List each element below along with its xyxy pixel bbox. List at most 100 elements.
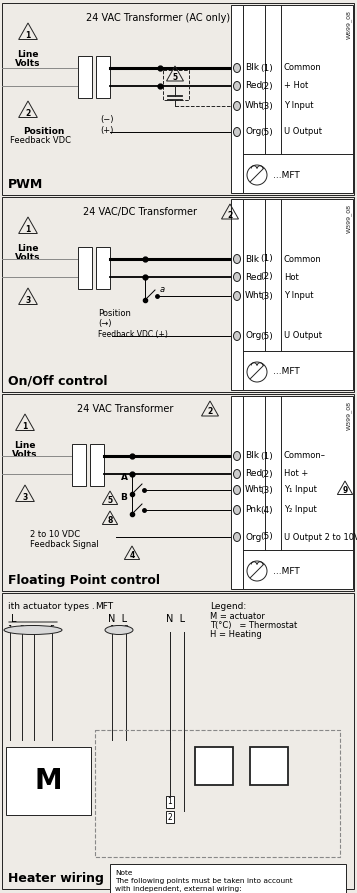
- Bar: [72, 444, 86, 486]
- Bar: [243, 199, 353, 390]
- Ellipse shape: [233, 63, 241, 72]
- Text: ith actuator types .: ith actuator types .: [8, 602, 95, 611]
- Text: Hot +: Hot +: [284, 470, 308, 479]
- Text: ...MFT: ...MFT: [273, 566, 300, 575]
- Text: W399_08: W399_08: [346, 401, 352, 430]
- Bar: [78, 247, 92, 289]
- Text: Legend:: Legend:: [210, 602, 246, 611]
- Text: 1: 1: [22, 421, 27, 430]
- Bar: [231, 396, 243, 589]
- Text: Wht: Wht: [245, 102, 263, 111]
- Ellipse shape: [105, 625, 133, 635]
- Ellipse shape: [233, 452, 241, 461]
- Text: Org: Org: [245, 128, 261, 137]
- Bar: [195, 747, 233, 785]
- Text: Volts: Volts: [15, 59, 41, 68]
- Bar: [6, 747, 91, 815]
- Text: Org: Org: [245, 532, 261, 541]
- Text: Y Input: Y Input: [284, 291, 313, 301]
- Text: B: B: [121, 493, 127, 502]
- Ellipse shape: [233, 486, 241, 495]
- Text: 1: 1: [109, 625, 115, 634]
- Text: 2 to 10 VDC: 2 to 10 VDC: [30, 530, 80, 539]
- Text: 5: 5: [49, 625, 55, 634]
- Text: Volts: Volts: [15, 253, 41, 262]
- Text: Pnk: Pnk: [245, 505, 261, 514]
- Text: (1): (1): [261, 452, 273, 461]
- Text: 5: 5: [172, 72, 177, 81]
- Bar: [78, 56, 92, 98]
- Text: MFT: MFT: [95, 602, 113, 611]
- Text: 1: 1: [7, 625, 12, 634]
- Text: Volts: Volts: [12, 450, 38, 459]
- Text: (5): (5): [261, 128, 273, 137]
- Text: M = actuator: M = actuator: [210, 612, 265, 621]
- Text: (3): (3): [261, 102, 273, 111]
- Text: (4): (4): [261, 505, 273, 514]
- Text: (→): (→): [98, 319, 111, 328]
- Text: 2: 2: [25, 109, 31, 118]
- Text: 2: 2: [168, 813, 172, 822]
- Bar: [96, 56, 110, 98]
- Text: 2: 2: [207, 407, 213, 416]
- Ellipse shape: [4, 625, 62, 635]
- Text: PWM: PWM: [8, 178, 43, 191]
- Text: Wht: Wht: [245, 291, 263, 301]
- Text: Y₁ Input: Y₁ Input: [284, 486, 317, 495]
- Ellipse shape: [233, 272, 241, 281]
- Text: a: a: [160, 285, 165, 294]
- Text: Y Input: Y Input: [284, 102, 313, 111]
- Text: Red: Red: [245, 81, 262, 90]
- Text: U Output: U Output: [284, 128, 322, 137]
- Text: Common: Common: [284, 63, 322, 72]
- Text: 1: 1: [168, 797, 172, 806]
- Ellipse shape: [233, 102, 241, 111]
- Text: Floating Point control: Floating Point control: [8, 574, 160, 587]
- Text: 3: 3: [25, 296, 31, 305]
- Ellipse shape: [233, 255, 241, 263]
- Text: Feedback VDC: Feedback VDC: [10, 136, 71, 145]
- Text: Common–: Common–: [284, 452, 326, 461]
- Bar: [243, 396, 353, 589]
- Bar: [90, 444, 104, 486]
- Text: Hot: Hot: [284, 272, 299, 281]
- Text: T(°C)   = Thermostat: T(°C) = Thermostat: [210, 621, 297, 630]
- Text: 24 VAC Transformer (AC only): 24 VAC Transformer (AC only): [86, 13, 231, 23]
- Text: Blk: Blk: [245, 255, 259, 263]
- Text: Position: Position: [98, 309, 131, 318]
- Bar: [2, 394, 354, 591]
- Text: N  L: N L: [109, 614, 127, 624]
- Text: (5): (5): [261, 331, 273, 340]
- Text: H = Heating: H = Heating: [210, 630, 262, 639]
- Text: Blk: Blk: [245, 452, 259, 461]
- Text: 3: 3: [31, 625, 37, 634]
- Ellipse shape: [233, 128, 241, 137]
- Text: 9: 9: [342, 487, 348, 496]
- Text: (2): (2): [261, 272, 273, 281]
- Text: (+): (+): [100, 126, 114, 135]
- Bar: [231, 199, 243, 390]
- Text: Org: Org: [245, 331, 261, 340]
- Text: 24 VAC/DC Transformer: 24 VAC/DC Transformer: [83, 207, 197, 217]
- Text: (3): (3): [261, 291, 273, 301]
- Text: Line: Line: [14, 441, 36, 450]
- Bar: [250, 747, 288, 785]
- Text: U Output: U Output: [284, 331, 322, 340]
- Text: 2: 2: [124, 625, 129, 634]
- Bar: [163, 70, 189, 100]
- Text: (5): (5): [261, 532, 273, 541]
- Text: (2): (2): [261, 81, 273, 90]
- Bar: [95, 730, 340, 857]
- Bar: [110, 864, 346, 893]
- Text: (1): (1): [261, 63, 273, 72]
- Text: Position: Position: [23, 127, 64, 136]
- Text: N  L: N L: [166, 614, 186, 624]
- Text: Wht: Wht: [245, 486, 263, 495]
- Text: Red: Red: [245, 470, 262, 479]
- Text: 24 VAC Transformer: 24 VAC Transformer: [77, 404, 173, 414]
- Text: 8: 8: [107, 516, 113, 525]
- Bar: [243, 5, 353, 193]
- Text: Line: Line: [17, 244, 39, 253]
- Ellipse shape: [233, 81, 241, 90]
- Bar: [96, 247, 110, 289]
